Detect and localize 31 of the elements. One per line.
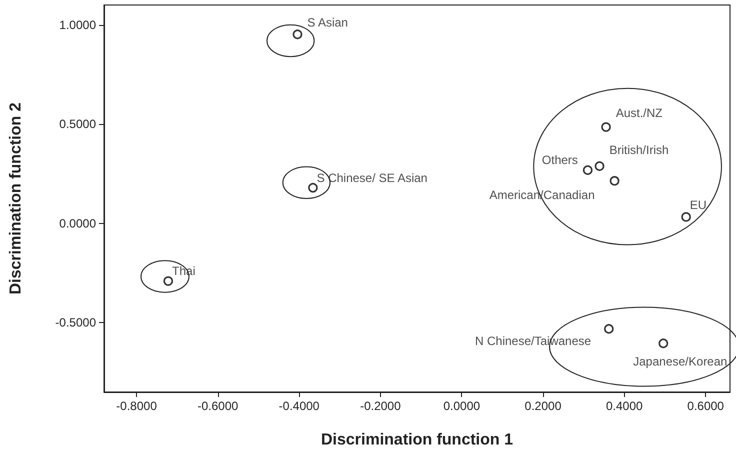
point bbox=[601, 122, 611, 132]
series-label: S Asian bbox=[307, 15, 348, 30]
y-axis-title: Discrimination function 2 bbox=[8, 102, 24, 295]
series-label: British/Irish bbox=[609, 143, 669, 158]
x-tick-label: -0.8000 bbox=[116, 399, 158, 413]
point bbox=[582, 165, 593, 175]
point bbox=[604, 324, 614, 334]
x-tick-label: -0.4000 bbox=[278, 399, 320, 413]
point bbox=[163, 276, 174, 286]
x-tick-label: 0.0000 bbox=[443, 399, 480, 413]
x-tick-label: 0.6000 bbox=[687, 399, 724, 413]
x-tick-label: 0.2000 bbox=[524, 399, 562, 413]
y-tick-label: 0.5000 bbox=[59, 117, 96, 132]
y-tick-label: -0.5000 bbox=[55, 316, 96, 330]
series-label: Japanese/Korean bbox=[633, 354, 728, 368]
x-tick-label: 0.4000 bbox=[606, 399, 643, 413]
point bbox=[610, 176, 620, 186]
point bbox=[594, 161, 604, 171]
y-tick-label: 1.0000 bbox=[59, 18, 96, 32]
x-tick-label: -0.2000 bbox=[360, 399, 402, 413]
point bbox=[658, 338, 668, 348]
point bbox=[681, 212, 691, 222]
point bbox=[292, 30, 302, 40]
series-label: Others bbox=[542, 153, 578, 168]
series-label: S Chinese/ SE Asian bbox=[316, 170, 428, 185]
x-axis-title: Discrimination function 1 bbox=[320, 432, 514, 448]
y-tick-label: 0.0000 bbox=[59, 216, 96, 230]
point bbox=[308, 182, 318, 193]
series-label: EU bbox=[690, 198, 707, 212]
series-label: Aust./NZ bbox=[616, 106, 663, 120]
x-tick-label: -0.6000 bbox=[197, 399, 238, 413]
